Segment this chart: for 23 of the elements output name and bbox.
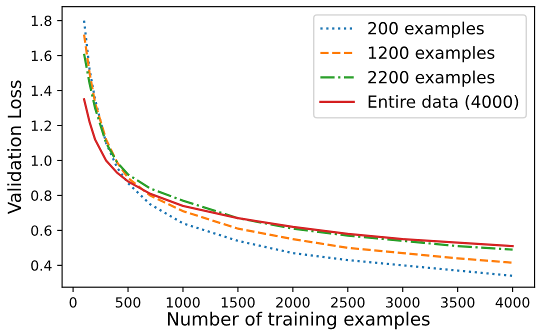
y-tick-label: 1.4 xyxy=(32,86,52,96)
x-axis-title: Number of training examples xyxy=(168,312,430,330)
y-tick-label: 1.6 xyxy=(32,50,52,62)
x-tick-label: 500 xyxy=(116,297,140,308)
y-tick-label: 0.4 xyxy=(31,260,52,271)
y-axis-title: Validation Loss xyxy=(7,80,22,214)
x-tick-label: 4000 xyxy=(496,297,530,308)
legend-label: 1200 examples xyxy=(368,46,494,62)
x-tick-label: 2000 xyxy=(276,297,310,308)
x-tick-label: 2500 xyxy=(331,297,365,308)
x-tick-label: 1000 xyxy=(166,297,200,308)
y-tick-label: 0.8 xyxy=(31,190,52,201)
legend-label: Entire data (4000) xyxy=(368,95,518,110)
y-tick-label: 1.8 xyxy=(32,16,52,26)
legend-label: 200 examples xyxy=(368,22,484,38)
y-tick-label: 0.6 xyxy=(31,225,52,236)
y-tick-label: 1.0 xyxy=(32,155,52,166)
x-tick-label: 0 xyxy=(70,297,77,308)
x-tick-label: 1500 xyxy=(222,297,255,308)
y-tick-label: 1.2 xyxy=(32,120,51,131)
legend-label: 2200 examples xyxy=(368,70,494,87)
x-tick-label: 3500 xyxy=(441,297,474,308)
x-tick-label: 3000 xyxy=(386,297,420,308)
